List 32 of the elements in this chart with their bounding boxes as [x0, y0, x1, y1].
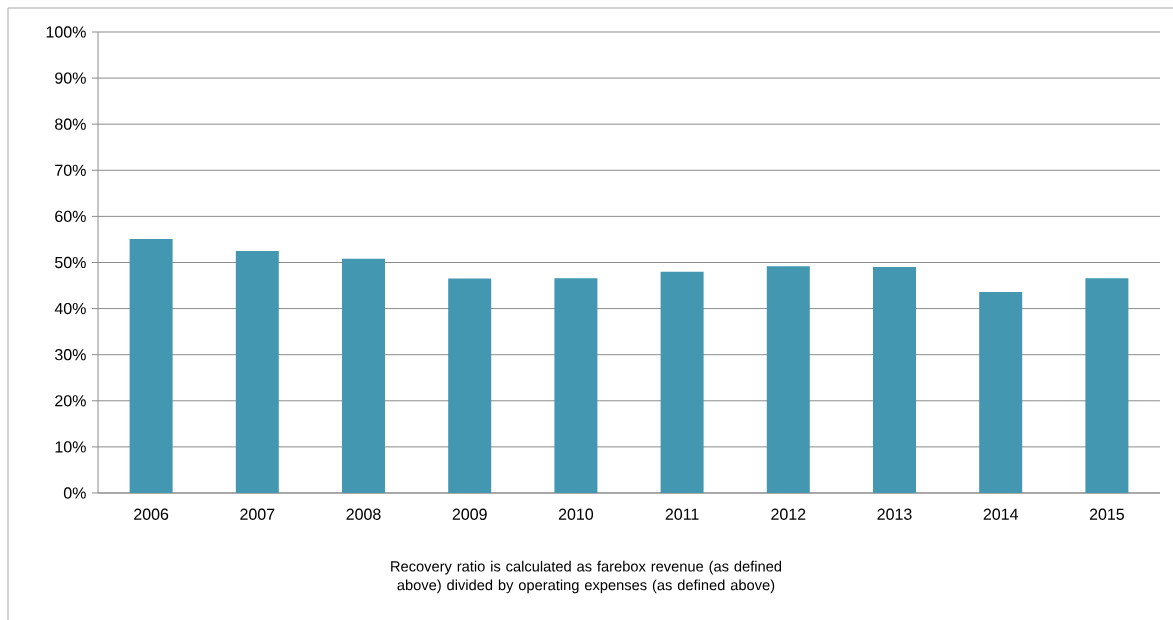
y-tick-label: 0%	[63, 487, 86, 499]
bar	[979, 291, 1023, 493]
y-tick-label: 100%	[46, 26, 86, 38]
bar	[1085, 278, 1129, 493]
bar	[660, 271, 704, 493]
y-tick-label: 60%	[55, 210, 86, 223]
bar	[129, 238, 173, 493]
text: Recovery ratio is calculated as farebox revenue (as defined above) divided by operating expenses (as defined above)	[391, 560, 782, 594]
x-tick-label: 2015	[1089, 508, 1125, 520]
bar	[554, 278, 598, 493]
bar	[766, 266, 810, 493]
y-tick-label: 70%	[55, 164, 86, 176]
y-tick-label: 50%	[55, 256, 86, 269]
y-tick-label: 90%	[55, 72, 86, 84]
x-tick-label: 2008	[346, 508, 381, 520]
y-tick-label: 20%	[55, 395, 86, 407]
x-tick-label: 2009	[452, 508, 487, 520]
bar	[342, 258, 386, 493]
y-tick-label: 80%	[55, 118, 86, 130]
x-tick-label: 2014	[983, 508, 1019, 520]
y-tick-label: 40%	[54, 302, 86, 315]
x-tick-label: 2011	[665, 508, 699, 520]
bar	[235, 250, 279, 493]
x-tick-label: 2006	[134, 508, 169, 520]
y-tick-label: 10%	[55, 441, 86, 453]
x-tick-label: 2013	[877, 508, 912, 520]
bar	[448, 278, 492, 493]
x-tick-label: 2007	[240, 508, 275, 520]
x-tick-label: 2012	[771, 508, 806, 520]
x-tick-label: 2010	[558, 508, 594, 520]
y-tick-label: 30%	[55, 349, 86, 361]
bar	[873, 267, 916, 493]
